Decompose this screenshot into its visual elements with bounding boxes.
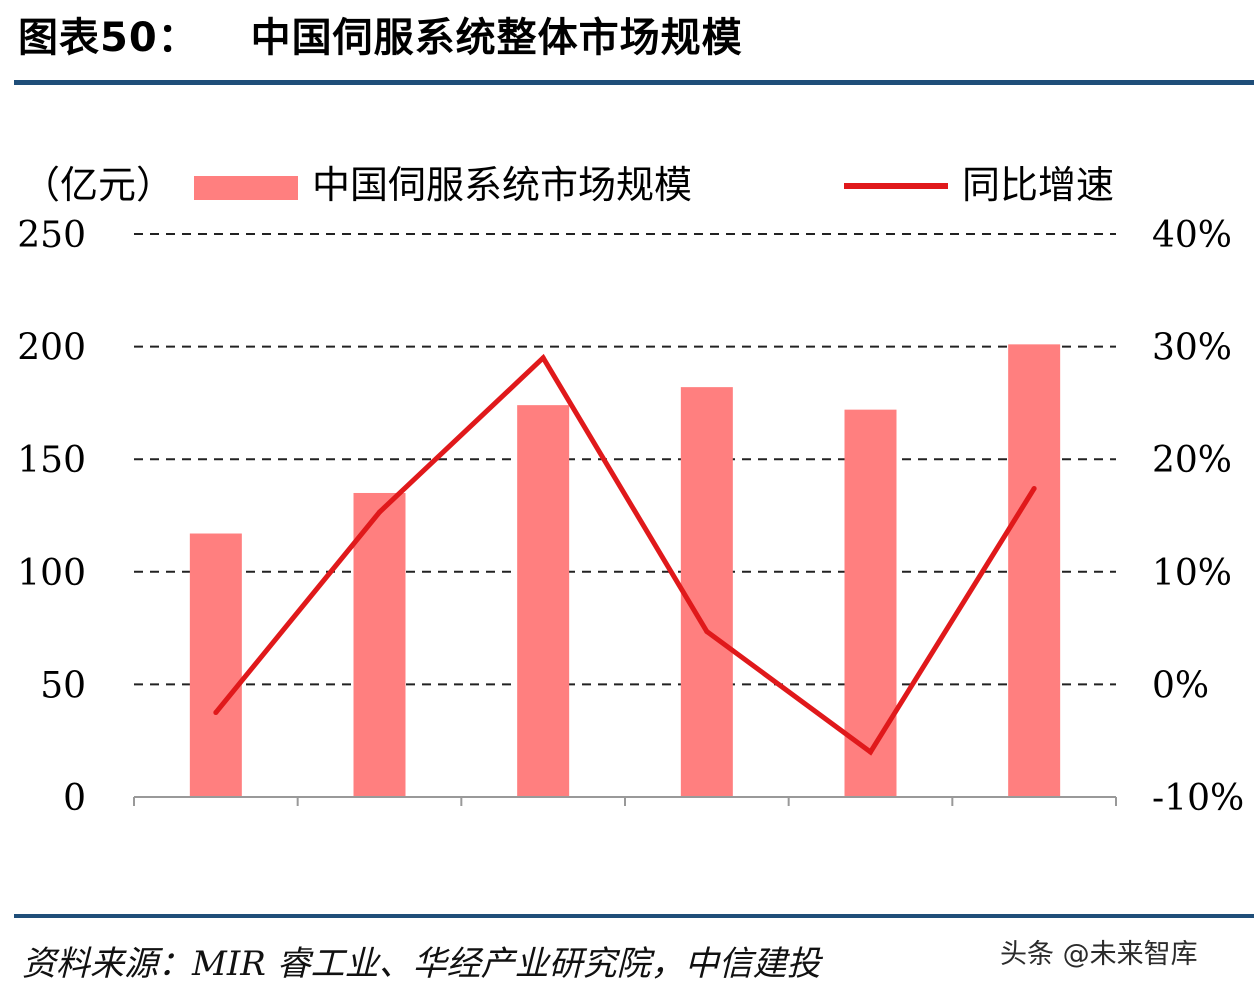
bar-2017 [517,405,570,797]
top-rule [14,80,1254,85]
bar-2019 [844,409,897,797]
bottom-rule [14,914,1254,918]
gridlines [134,233,1116,686]
growth-point-2020 [1031,485,1037,491]
figure-number: 图表50： [18,15,199,61]
y-tick-label-right: -10% [1152,778,1244,819]
legend-bar-swatch [194,176,298,200]
growth-point-2017 [540,355,546,361]
y-tick-label-left: 250 [17,215,86,256]
y-tick-label-left: 100 [17,553,86,594]
legend: （亿元） 中国伺服系统市场规模 同比增速 [22,163,1114,207]
y-tick-label-left: 0 [63,778,86,819]
figure-title: 图表50： 中国伺服系统整体市场规模 [18,6,743,70]
y-tick-label-right: 30% [1152,328,1232,369]
growth-point-2015 [213,710,219,716]
y-tick-label-right: 10% [1152,553,1232,594]
growth-point-2019 [868,749,873,755]
bar-series [189,344,1061,797]
bar-2015 [189,533,242,797]
bar-2018 [680,387,733,797]
y-tick-label-left: 200 [17,328,86,369]
growth-point-2018 [704,628,710,634]
y-tick-label-right: 40% [1152,215,1232,256]
bar-2016 [353,492,406,797]
y-axis-left: 0 50 100 150 200 250 [17,215,86,819]
growth-line [213,353,1037,756]
y-tick-label-right: 20% [1152,440,1232,481]
y-tick-label-right: 0% [1152,665,1209,706]
legend-line-label: 同比增速 [962,163,1114,207]
chart-title: 中国伺服系统整体市场规模 [250,15,743,61]
x-axis [133,796,1117,806]
y-tick-label-left: 50 [40,665,86,706]
watermark: 头条 @未来智库 [1000,939,1198,970]
growth-point-2016 [377,509,382,515]
y-axis-right: -10% 0% 10% 20% 30% 40% [1152,215,1244,819]
source-note: 资料来源：MIR 睿工业、华经产业研究院，中信建投 [22,944,821,984]
y-axis-unit-label: （亿元） [22,163,174,207]
bar-2020 [1008,344,1061,797]
y-tick-label-left: 150 [17,440,86,481]
legend-bar-label: 中国伺服系统市场规模 [312,163,692,207]
line-series [213,353,1037,756]
